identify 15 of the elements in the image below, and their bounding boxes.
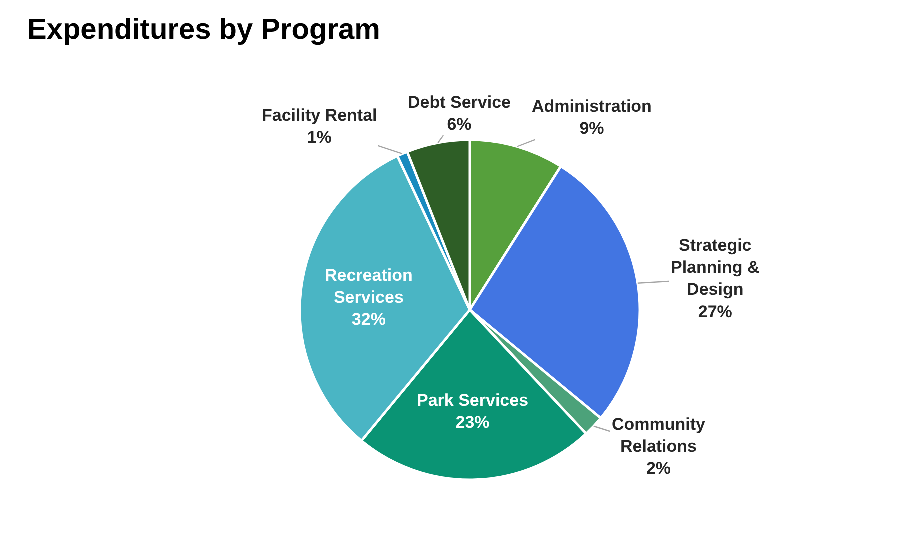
slice-label: Administration	[532, 97, 652, 116]
slice-label: Park Services	[417, 391, 529, 410]
slice-label: Recreation Services	[325, 266, 413, 308]
data-label: 27%	[698, 302, 732, 322]
data-label: 9%	[580, 119, 604, 138]
data-label: 1%	[307, 128, 332, 148]
slice-label: Debt Service	[408, 93, 511, 112]
slice-label: Community Relations	[612, 415, 706, 456]
data-label: 23%	[456, 413, 490, 432]
data-label: 6%	[447, 115, 472, 134]
data-label: 32%	[352, 310, 386, 330]
chart-title: Expenditures by Program	[28, 14, 380, 46]
data-label: 2%	[646, 459, 672, 478]
slice-label: Strategic Planning & Design	[671, 236, 760, 300]
slice-label: Facility Rental	[262, 106, 378, 125]
